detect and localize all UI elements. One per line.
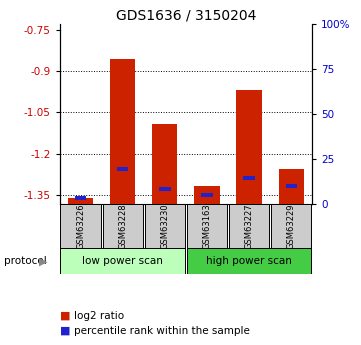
Text: ▶: ▶ — [39, 256, 47, 266]
Text: GSM63226: GSM63226 — [76, 203, 85, 249]
Bar — [145, 204, 185, 248]
Bar — [110, 59, 135, 204]
Text: ■: ■ — [60, 326, 70, 335]
Text: percentile rank within the sample: percentile rank within the sample — [74, 326, 250, 335]
Bar — [286, 184, 297, 188]
Text: GSM63229: GSM63229 — [287, 203, 296, 249]
Bar — [243, 176, 255, 180]
Bar — [194, 186, 219, 204]
Text: GSM63227: GSM63227 — [245, 203, 253, 249]
Bar — [236, 90, 262, 204]
Bar — [60, 248, 185, 274]
Text: GSM63163: GSM63163 — [203, 203, 212, 249]
Bar — [68, 198, 93, 204]
Text: log2 ratio: log2 ratio — [74, 311, 124, 321]
Text: ■: ■ — [60, 311, 70, 321]
Bar — [279, 169, 304, 204]
Bar — [117, 167, 129, 171]
Text: low power scan: low power scan — [82, 256, 163, 266]
Text: high power scan: high power scan — [206, 256, 292, 266]
Title: GDS1636 / 3150204: GDS1636 / 3150204 — [116, 9, 256, 23]
Bar — [187, 204, 227, 248]
Bar — [201, 193, 213, 197]
Bar — [75, 196, 86, 200]
Bar — [60, 204, 101, 248]
Bar — [159, 187, 170, 191]
Text: GSM63230: GSM63230 — [160, 203, 169, 249]
Text: protocol: protocol — [4, 256, 46, 266]
Bar — [271, 204, 312, 248]
Bar — [152, 124, 178, 204]
Bar — [229, 204, 269, 248]
Bar — [103, 204, 143, 248]
Text: GSM63228: GSM63228 — [118, 203, 127, 249]
Bar — [187, 248, 312, 274]
